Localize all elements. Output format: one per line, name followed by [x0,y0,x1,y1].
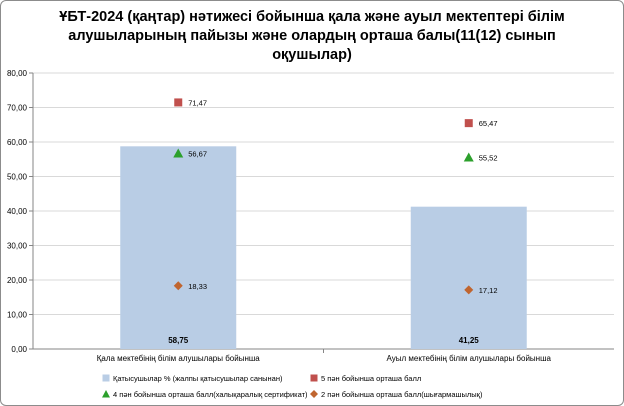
y-tick-label: 60,00 [7,138,28,147]
chart-title: ҰБТ-2024 (қаңтар) нәтижесі бойынша қала … [59,9,565,63]
marker-data-label: 71,47 [188,98,207,107]
diamond-marker [464,285,474,295]
legend-swatch-triangle [102,390,110,398]
y-tick-label: 10,00 [7,311,28,320]
legend-label: 4 пән бойынша орташа балл(халықаралық се… [113,390,308,399]
legend-label: 2 пән бойынша орташа балл(шығармашылық) [321,390,483,399]
y-tick-label: 40,00 [7,207,28,216]
square-marker [464,119,473,128]
square-marker [174,98,183,107]
legend-swatch-square [310,374,318,382]
triangle-marker [173,148,184,158]
y-tick-label: 70,00 [7,104,28,113]
y-tick-label: 50,00 [7,173,28,182]
y-tick-label: 30,00 [7,242,28,251]
x-category-label: Ауыл мектебінің білім алушылары бойынша [387,354,552,363]
legend-label: Қатысушылар % (жалпы қатысушылар санынан… [113,374,283,383]
bar [410,206,527,349]
marker-data-label: 65,47 [479,119,498,128]
bar-data-label: 41,25 [459,336,480,345]
bar-data-label: 58,75 [168,336,189,345]
diamond-marker [173,281,183,291]
marker-data-label: 17,12 [479,286,498,295]
legend-label: 5 пән бойынша орташа балл [321,374,421,383]
x-category-label: Қала мектебінің білім алушылары бойынша [97,354,261,363]
legend-swatch-bar [102,374,110,382]
marker-data-label: 56,67 [188,149,207,158]
triangle-marker [463,152,474,162]
y-tick-label: 0,00 [11,345,27,354]
marker-data-label: 55,52 [479,153,498,162]
y-tick-label: 20,00 [7,276,28,285]
y-tick-label: 80,00 [7,69,28,78]
marker-data-label: 18,33 [188,282,207,291]
bar [120,146,237,349]
legend-swatch-diamond [310,390,318,398]
